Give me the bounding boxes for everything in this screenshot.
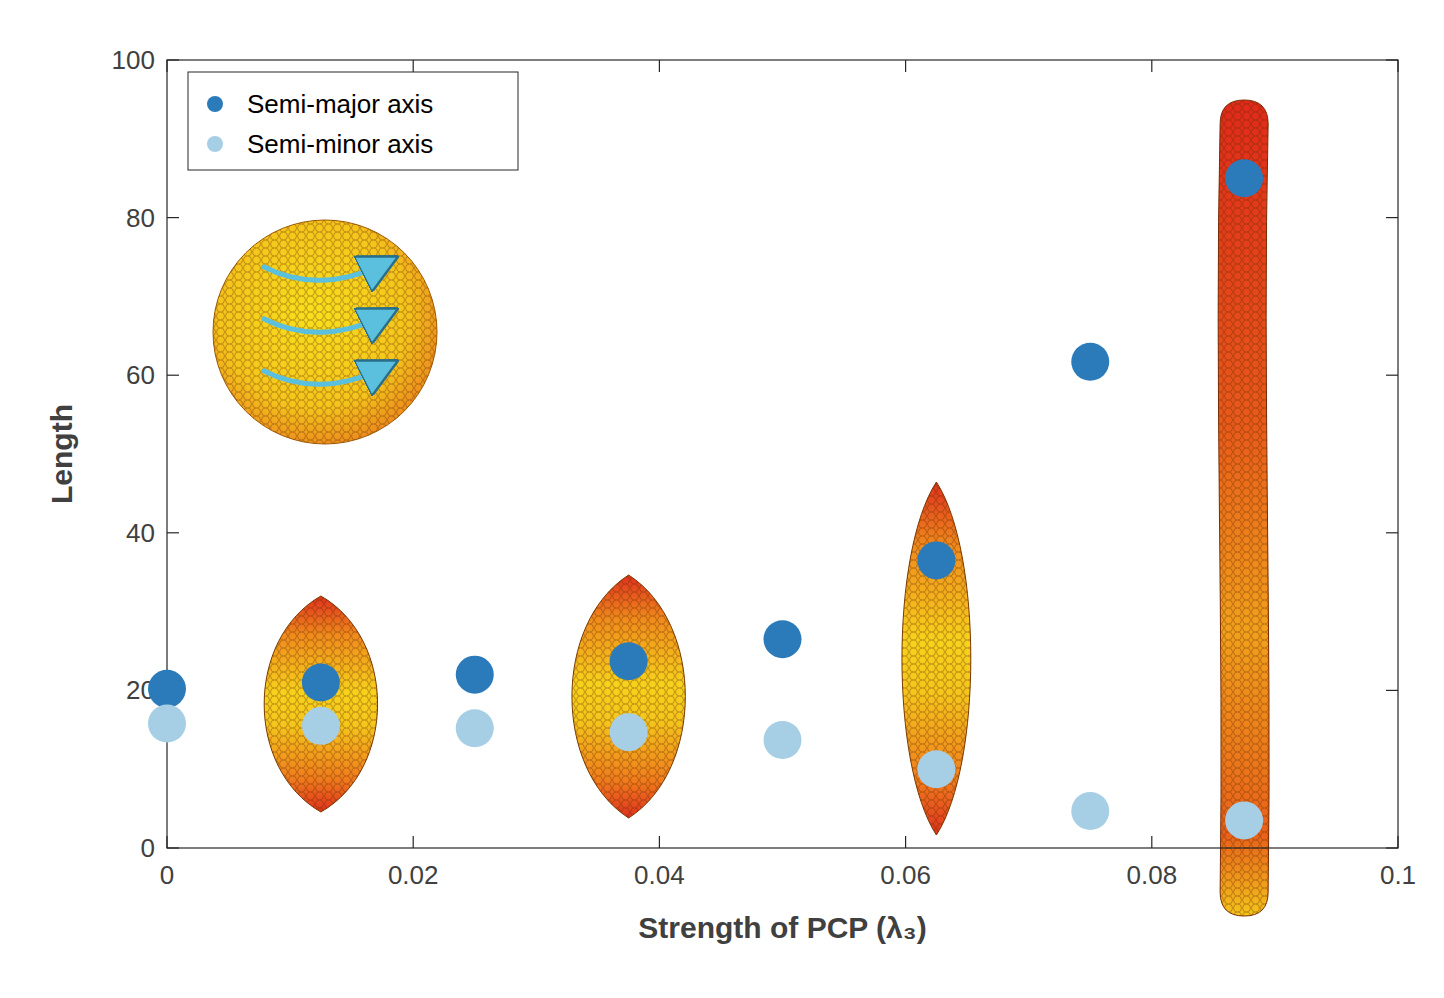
y-tick [167,847,179,848]
y-tick-right [1386,59,1398,60]
x-tick-label: 0.1 [1380,860,1416,890]
legend-label: Semi-minor axis [247,129,433,159]
x-tick [1151,836,1152,848]
aggregate-shape [902,482,971,835]
y-tick-label: 0 [141,833,155,863]
flow-arrow [262,263,385,280]
x-tick-label: 0.06 [880,860,931,890]
point [148,670,186,708]
x-tick [1397,836,1398,848]
y-tick-label: 100 [112,45,155,75]
point [302,707,340,745]
aggregate-texture [902,482,971,835]
point [764,620,802,658]
point [764,721,802,759]
aggregate-shape [1218,100,1269,916]
data-points [148,159,1263,839]
point [917,541,955,579]
y-tick [167,532,179,533]
y-tick-right [1386,847,1398,848]
y-tick [167,375,179,376]
flow-arrow [262,315,385,332]
point [456,709,494,747]
x-tick-top [166,60,167,72]
y-axis-title: Length [45,404,78,504]
legend-label: Semi-major axis [247,89,433,119]
sphere-texture [213,220,437,444]
legend: Semi-major axis Semi-minor axis [188,72,518,170]
x-tick-label: 0.02 [388,860,439,890]
x-tick-label: 0.08 [1126,860,1177,890]
legend-box [188,72,518,170]
x-tick [413,836,414,848]
aggregate-shape [264,596,377,812]
y-tick-right [1386,532,1398,533]
x-axis-title: Strength of PCP (λ₃) [638,911,926,944]
aggregate-shape [572,575,685,818]
plot-frame [167,60,1398,848]
x-tick-top [413,60,414,72]
point [1225,801,1263,839]
y-tick-right [1386,217,1398,218]
x-tick-top [905,60,906,72]
aggregate-texture [264,596,377,812]
flow-arrow [262,367,385,384]
point [1071,343,1109,381]
x-tick [659,836,660,848]
y-tick-right [1386,690,1398,691]
illustrations [213,100,1269,916]
point [610,713,648,751]
aggregate-texture [1218,100,1269,916]
x-tick-label: 0 [160,860,174,890]
legend-marker [207,136,223,152]
y-tick-label: 40 [126,518,155,548]
plot-area [167,60,1398,848]
x-tick-top [1151,60,1152,72]
y-tick [167,59,179,60]
sphere [213,220,437,444]
legend-marker [207,96,223,112]
x-tick-top [659,60,660,72]
chart: 00.020.040.060.080.1020406080100Strength… [0,0,1444,998]
x-tick [166,836,167,848]
point [302,664,340,702]
point [456,656,494,694]
point [1225,159,1263,197]
x-tick-label: 0.04 [634,860,685,890]
point [148,704,186,742]
y-tick-label: 80 [126,203,155,233]
point [610,642,648,680]
point [917,750,955,788]
axes: 00.020.040.060.080.1020406080100 [112,45,1416,890]
point [1071,792,1109,830]
y-tick [167,217,179,218]
x-tick-top [1397,60,1398,72]
y-tick-label: 60 [126,360,155,390]
x-tick [905,836,906,848]
aggregate-texture [572,575,685,818]
y-tick-right [1386,375,1398,376]
